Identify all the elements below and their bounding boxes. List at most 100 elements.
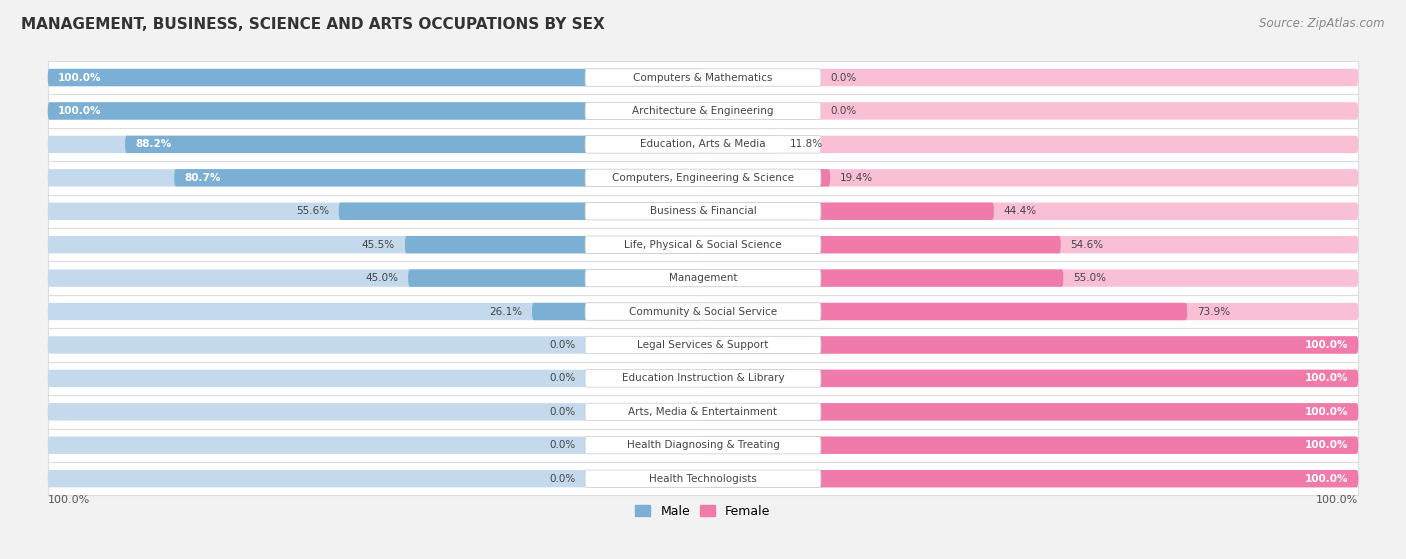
FancyBboxPatch shape: [703, 337, 1358, 354]
FancyBboxPatch shape: [585, 136, 821, 153]
Text: Community & Social Service: Community & Social Service: [628, 306, 778, 316]
Text: Architecture & Engineering: Architecture & Engineering: [633, 106, 773, 116]
FancyBboxPatch shape: [703, 169, 830, 187]
Bar: [48, 429, 1358, 462]
FancyBboxPatch shape: [703, 269, 1063, 287]
FancyBboxPatch shape: [703, 303, 1358, 320]
FancyBboxPatch shape: [703, 303, 1187, 320]
Bar: [48, 262, 1358, 295]
Bar: [48, 462, 1358, 495]
FancyBboxPatch shape: [703, 403, 1358, 420]
Text: 88.2%: 88.2%: [135, 139, 172, 149]
Text: Source: ZipAtlas.com: Source: ZipAtlas.com: [1260, 17, 1385, 30]
FancyBboxPatch shape: [585, 437, 821, 454]
Text: Arts, Media & Entertainment: Arts, Media & Entertainment: [628, 407, 778, 417]
Text: Life, Physical & Social Science: Life, Physical & Social Science: [624, 240, 782, 250]
Bar: [48, 295, 1358, 328]
Text: 100.0%: 100.0%: [48, 495, 90, 505]
Text: Health Diagnosing & Treating: Health Diagnosing & Treating: [627, 440, 779, 450]
FancyBboxPatch shape: [585, 369, 821, 387]
Legend: Male, Female: Male, Female: [630, 500, 776, 523]
Bar: [48, 328, 1358, 362]
FancyBboxPatch shape: [585, 102, 821, 120]
Text: 11.8%: 11.8%: [790, 139, 824, 149]
Text: Health Technologists: Health Technologists: [650, 473, 756, 484]
Bar: [48, 328, 1358, 362]
FancyBboxPatch shape: [48, 303, 703, 320]
Bar: [48, 295, 1358, 328]
FancyBboxPatch shape: [48, 102, 703, 120]
FancyBboxPatch shape: [703, 437, 1358, 454]
Text: Computers, Engineering & Science: Computers, Engineering & Science: [612, 173, 794, 183]
FancyBboxPatch shape: [48, 169, 703, 187]
Text: MANAGEMENT, BUSINESS, SCIENCE AND ARTS OCCUPATIONS BY SEX: MANAGEMENT, BUSINESS, SCIENCE AND ARTS O…: [21, 17, 605, 32]
Text: 80.7%: 80.7%: [184, 173, 221, 183]
Text: 45.5%: 45.5%: [361, 240, 395, 250]
FancyBboxPatch shape: [585, 236, 821, 253]
Text: 100.0%: 100.0%: [1305, 440, 1348, 450]
FancyBboxPatch shape: [531, 303, 703, 320]
FancyBboxPatch shape: [703, 236, 1358, 253]
Bar: [48, 127, 1358, 161]
Text: 55.0%: 55.0%: [1073, 273, 1107, 283]
Text: 100.0%: 100.0%: [1305, 340, 1348, 350]
Text: 73.9%: 73.9%: [1197, 306, 1230, 316]
FancyBboxPatch shape: [48, 69, 703, 86]
FancyBboxPatch shape: [48, 369, 703, 387]
Bar: [48, 94, 1358, 127]
FancyBboxPatch shape: [48, 202, 703, 220]
FancyBboxPatch shape: [703, 69, 1358, 86]
FancyBboxPatch shape: [585, 337, 821, 354]
Text: 0.0%: 0.0%: [831, 73, 858, 83]
FancyBboxPatch shape: [585, 202, 821, 220]
Bar: [48, 462, 1358, 495]
Bar: [48, 61, 1358, 94]
Text: 0.0%: 0.0%: [548, 373, 575, 383]
FancyBboxPatch shape: [703, 437, 1358, 454]
Bar: [48, 429, 1358, 462]
FancyBboxPatch shape: [48, 337, 703, 354]
Bar: [48, 262, 1358, 295]
FancyBboxPatch shape: [125, 136, 703, 153]
FancyBboxPatch shape: [703, 236, 1060, 253]
Text: 100.0%: 100.0%: [58, 106, 101, 116]
Text: Management: Management: [669, 273, 737, 283]
FancyBboxPatch shape: [174, 169, 703, 187]
FancyBboxPatch shape: [703, 202, 1358, 220]
Bar: [48, 161, 1358, 195]
Bar: [48, 395, 1358, 429]
Text: 0.0%: 0.0%: [548, 407, 575, 417]
FancyBboxPatch shape: [48, 269, 703, 287]
FancyBboxPatch shape: [48, 136, 703, 153]
FancyBboxPatch shape: [405, 236, 703, 253]
Bar: [48, 195, 1358, 228]
FancyBboxPatch shape: [703, 269, 1358, 287]
FancyBboxPatch shape: [585, 69, 821, 86]
Text: 54.6%: 54.6%: [1070, 240, 1104, 250]
Text: 100.0%: 100.0%: [1305, 407, 1348, 417]
Text: 45.0%: 45.0%: [366, 273, 398, 283]
Text: 44.4%: 44.4%: [1004, 206, 1036, 216]
Text: 55.6%: 55.6%: [295, 206, 329, 216]
FancyBboxPatch shape: [703, 169, 1358, 187]
FancyBboxPatch shape: [408, 269, 703, 287]
FancyBboxPatch shape: [585, 269, 821, 287]
Text: 100.0%: 100.0%: [1305, 473, 1348, 484]
Text: Education Instruction & Library: Education Instruction & Library: [621, 373, 785, 383]
Text: 100.0%: 100.0%: [1305, 373, 1348, 383]
FancyBboxPatch shape: [48, 437, 703, 454]
FancyBboxPatch shape: [703, 136, 1358, 153]
Bar: [48, 127, 1358, 161]
FancyBboxPatch shape: [703, 470, 1358, 487]
Bar: [48, 228, 1358, 262]
Text: 19.4%: 19.4%: [839, 173, 873, 183]
Bar: [48, 61, 1358, 94]
Text: Business & Financial: Business & Financial: [650, 206, 756, 216]
Bar: [48, 362, 1358, 395]
FancyBboxPatch shape: [48, 470, 703, 487]
Text: 26.1%: 26.1%: [489, 306, 522, 316]
FancyBboxPatch shape: [703, 136, 780, 153]
FancyBboxPatch shape: [703, 369, 1358, 387]
FancyBboxPatch shape: [339, 202, 703, 220]
Text: 0.0%: 0.0%: [548, 473, 575, 484]
